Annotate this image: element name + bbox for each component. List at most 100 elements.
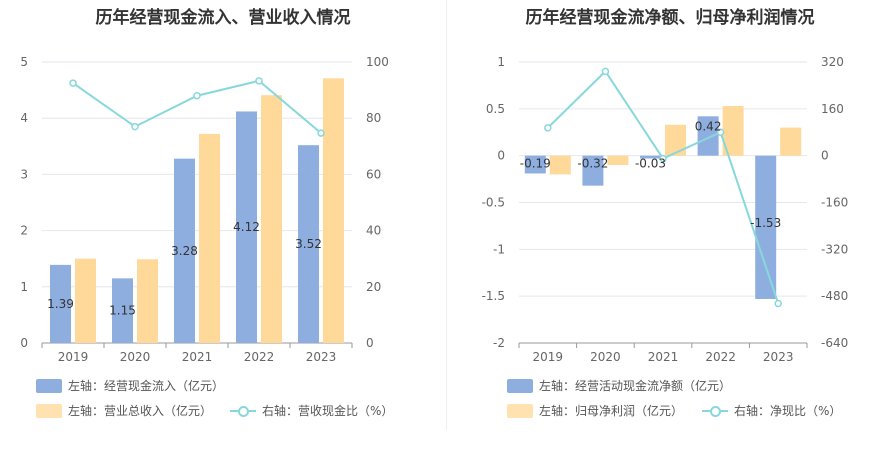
y-left-tick-label: 0 bbox=[20, 336, 28, 350]
y-left-tick-label: 0 bbox=[497, 149, 505, 163]
legend-swatch-revenue bbox=[36, 403, 62, 418]
bar-secondary bbox=[722, 106, 744, 156]
x-tick-label: 2022 bbox=[244, 350, 275, 364]
x-tick-label: 2021 bbox=[648, 350, 679, 364]
bar-primary bbox=[755, 155, 777, 299]
bar-primary bbox=[697, 116, 719, 156]
bar-data-label: 1.39 bbox=[47, 297, 74, 311]
legend-item-net-operating-cash[interactable]: 左轴：经营活动现金流净额（亿元） bbox=[507, 377, 731, 394]
line-point bbox=[601, 67, 610, 76]
bar-primary bbox=[236, 111, 257, 344]
chart-panel-left: 历年经营现金流入、营业收入情况 0 0 1 20 2 40 3 60 4 80 5 100 2019 20… bbox=[0, 0, 446, 458]
legend-swatch-cash-inflow bbox=[36, 378, 62, 393]
legend-item-net-cash-ratio[interactable]: 右轴：净现比（%） bbox=[702, 402, 841, 419]
legend-label-net-cash-ratio: 右轴：净现比（%） bbox=[734, 404, 842, 418]
bar-primary bbox=[640, 155, 661, 159]
legend-label-net-profit: 左轴：归母净利润（亿元） bbox=[539, 404, 684, 418]
bar-data-label: -0.19 bbox=[520, 157, 551, 171]
line-point bbox=[774, 299, 782, 308]
bar-data-label: 3.52 bbox=[295, 237, 322, 251]
chart-panel-right: 历年经营现金流净额、归母净利润情况 -2 -640 -1.5 -480 -1 -320 -0… bbox=[447, 0, 893, 458]
y-right-tick-label: 0 bbox=[821, 149, 829, 163]
y-left-tick-label: 1 bbox=[497, 55, 505, 69]
y-left-tick-label: 5 bbox=[20, 55, 28, 69]
bar-secondary bbox=[137, 259, 158, 343]
y-left-tick-label: -1.5 bbox=[482, 289, 505, 303]
line-point bbox=[544, 124, 552, 132]
y-left-tick-label: 2 bbox=[20, 224, 28, 238]
x-tick-label: 2023 bbox=[306, 350, 337, 364]
bar-data-label: -0.32 bbox=[577, 157, 608, 171]
legend-swatch-net-operating-cash bbox=[507, 378, 533, 393]
y-right-tick-label: -320 bbox=[821, 242, 848, 256]
x-tick-label: 2023 bbox=[763, 350, 794, 364]
legend-item-revenue-cash-ratio[interactable]: 右轴：营收现金比（%） bbox=[230, 402, 393, 419]
y-right-tick-label: 0 bbox=[366, 336, 374, 350]
line-point bbox=[255, 77, 263, 85]
line-point bbox=[131, 122, 139, 131]
chart-title-left: 历年经营现金流入、营业收入情况 bbox=[95, 8, 351, 28]
y-right-tick-label: 320 bbox=[821, 55, 844, 69]
y-right-tick-label: -160 bbox=[821, 196, 848, 210]
bar-secondary bbox=[75, 258, 96, 343]
bar-data-label: -0.03 bbox=[635, 157, 666, 171]
bar-primary bbox=[50, 264, 71, 343]
bar-data-label: 3.28 bbox=[171, 244, 198, 258]
y-right-tick-label: 40 bbox=[366, 224, 381, 238]
y-right-tick-label: -480 bbox=[821, 289, 848, 303]
bar-secondary bbox=[261, 95, 282, 344]
line-point bbox=[69, 79, 77, 87]
chart-title-right: 历年经营现金流净额、归母净利润情况 bbox=[525, 8, 815, 28]
legend-swatch-revenue-cash-ratio bbox=[230, 404, 256, 418]
legend-swatch-net-profit bbox=[507, 403, 533, 418]
bar-primary bbox=[582, 155, 604, 186]
bar-data-label: -1.53 bbox=[750, 216, 781, 230]
y-left-tick-label: -0.5 bbox=[482, 196, 505, 210]
bar-data-label: 4.12 bbox=[233, 220, 260, 234]
legend-label-cash-inflow: 左轴：经营现金流入（亿元） bbox=[68, 379, 225, 393]
chart-right: -2 -640 -1.5 -480 -1 -320 -0.5 -160 0 0 0.5 160 1 320… bbox=[482, 55, 849, 364]
bar-primary bbox=[174, 158, 195, 343]
legend-item-revenue[interactable]: 左轴：营业总收入（亿元） bbox=[36, 402, 212, 419]
x-tick-label: 2020 bbox=[120, 350, 151, 364]
bar-secondary bbox=[323, 78, 344, 343]
line-point bbox=[193, 91, 201, 100]
legend-item-net-profit[interactable]: 左轴：归母净利润（亿元） bbox=[507, 402, 683, 419]
legend-label-revenue: 左轴：营业总收入（亿元） bbox=[68, 404, 213, 418]
y-left-tick-label: 0.5 bbox=[486, 102, 505, 116]
x-tick-label: 2019 bbox=[533, 350, 564, 364]
y-right-tick-label: 20 bbox=[366, 280, 381, 294]
legend-label-net-operating-cash: 左轴：经营活动现金流净额（亿元） bbox=[539, 379, 732, 393]
line-point bbox=[659, 154, 667, 163]
bar-data-label: 1.15 bbox=[109, 304, 136, 318]
bar-primary bbox=[298, 145, 319, 343]
chart-left: 0 0 1 20 2 40 3 60 4 80 5 100 2019 2020 2021 2022 2023 1.… bbox=[20, 55, 389, 364]
line-series bbox=[547, 69, 780, 304]
y-left-tick-label: -2 bbox=[493, 336, 505, 350]
y-right-tick-label: -640 bbox=[821, 336, 848, 350]
y-left-tick-label: 4 bbox=[20, 111, 28, 125]
y-right-tick-label: 80 bbox=[366, 111, 381, 125]
bar-primary bbox=[112, 278, 133, 343]
line-point bbox=[716, 128, 725, 136]
bar-secondary bbox=[607, 155, 629, 166]
panel-divider bbox=[446, 0, 447, 430]
y-left-tick-label: -1 bbox=[493, 242, 505, 256]
bar-secondary bbox=[665, 124, 686, 156]
y-left-tick-label: 1 bbox=[20, 280, 28, 294]
line-series bbox=[72, 79, 322, 134]
bar-secondary bbox=[549, 155, 571, 175]
x-tick-label: 2022 bbox=[705, 350, 736, 364]
legend-swatch-net-cash-ratio bbox=[702, 404, 728, 418]
legend-item-cash-inflow[interactable]: 左轴：经营现金流入（亿元） bbox=[36, 377, 224, 394]
line-point bbox=[317, 129, 325, 137]
y-left-tick-label: 3 bbox=[20, 167, 28, 181]
legend-label-revenue-cash-ratio: 右轴：营收现金比（%） bbox=[262, 404, 394, 418]
bar-secondary bbox=[199, 133, 220, 343]
y-right-tick-label: 100 bbox=[366, 55, 389, 69]
x-tick-label: 2021 bbox=[182, 350, 213, 364]
bar-secondary bbox=[780, 127, 802, 156]
bar-data-label: 0.42 bbox=[695, 119, 722, 133]
x-tick-label: 2020 bbox=[590, 350, 621, 364]
y-right-tick-label: 60 bbox=[366, 167, 381, 181]
